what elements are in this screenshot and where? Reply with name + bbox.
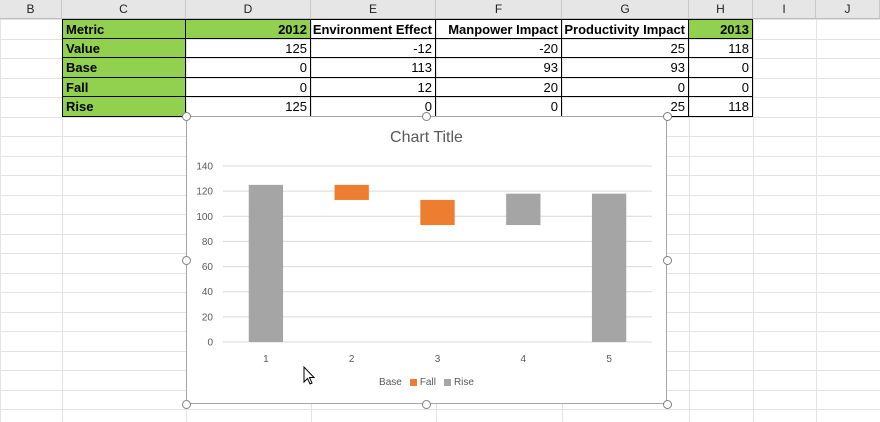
table-value-cell[interactable]: -20 (436, 39, 562, 58)
x-tick-label: 2 (349, 354, 355, 365)
resize-handle[interactable] (422, 399, 431, 409)
y-tick-label: 0 (207, 338, 213, 349)
resize-handle[interactable] (662, 111, 672, 121)
row-label-cell[interactable]: Value (62, 39, 186, 58)
legend-rise-swatch (443, 379, 451, 386)
row-label-cell[interactable]: Rise (62, 97, 186, 117)
table-value-cell[interactable]: 0 (186, 58, 311, 78)
mouse-pointer-icon (303, 366, 316, 385)
y-tick-label: 20 (202, 312, 214, 323)
column-header-b[interactable]: B (0, 0, 62, 19)
column-header-e[interactable]: E (311, 0, 436, 19)
column-header-c[interactable]: C (62, 0, 186, 19)
resize-handle[interactable] (181, 255, 191, 265)
x-tick-label: 4 (521, 354, 527, 365)
table-header-cell[interactable]: Environment Effect (311, 19, 436, 39)
y-tick-label: 120 (196, 187, 213, 198)
legend-fall-swatch (409, 379, 417, 386)
resize-handle[interactable] (181, 111, 191, 121)
x-tick-label: 5 (606, 354, 612, 365)
table-header-cell[interactable]: Metric (62, 19, 186, 39)
row-label-cell[interactable]: Fall (62, 78, 186, 97)
y-tick-label: 100 (196, 212, 213, 223)
y-tick-label: 80 (202, 237, 214, 248)
table-header-cell[interactable]: 2013 (689, 19, 753, 39)
table-value-cell[interactable]: 0 (562, 78, 689, 97)
bar-fall-2 (334, 184, 369, 200)
bar-fall-3 (420, 199, 455, 226)
y-tick-label: 60 (202, 262, 214, 273)
table-value-cell[interactable]: 118 (689, 97, 753, 117)
chart-title[interactable]: Chart Title (390, 129, 463, 146)
waterfall-chart[interactable]: Chart Title 0 20 40 60 80 100 120 140 1 2 3 4 5 Base… (186, 116, 667, 404)
chart-legend[interactable]: Base Fall Rise (187, 377, 666, 388)
x-tick-label: 1 (263, 354, 269, 365)
chart-plot-area: 0 20 40 60 80 100 120 140 1 2 3 4 5 (196, 162, 652, 365)
table-value-cell[interactable]: 113 (311, 58, 436, 78)
table-value-cell[interactable]: 93 (436, 58, 562, 78)
table-value-cell[interactable]: 0 (689, 78, 753, 97)
table-value-cell[interactable]: 93 (562, 58, 689, 78)
legend-rise: Rise (443, 377, 474, 388)
resize-handle[interactable] (662, 255, 672, 265)
column-header-g[interactable]: G (562, 0, 689, 19)
table-value-cell[interactable]: 125 (186, 97, 311, 117)
table-value-cell[interactable]: 25 (562, 39, 689, 58)
resize-handle[interactable] (422, 111, 431, 121)
bar-rise-1 (248, 184, 284, 342)
table-value-cell[interactable]: 0 (436, 97, 562, 117)
table-value-cell[interactable]: -12 (311, 39, 436, 58)
legend-base: Base (379, 377, 402, 388)
y-tick-label: 140 (196, 162, 213, 173)
y-tick-label: 40 (202, 287, 214, 298)
resize-handle[interactable] (662, 399, 672, 409)
column-header-f[interactable]: F (436, 0, 562, 19)
column-header-h[interactable]: H (689, 0, 753, 19)
table-header-cell[interactable]: Productivity Impact (562, 19, 689, 39)
bar-rise-4 (506, 193, 541, 226)
bar-rise-5 (591, 193, 627, 342)
resize-handle[interactable] (181, 399, 191, 409)
column-header-i[interactable]: I (753, 0, 816, 19)
table-value-cell[interactable]: 118 (689, 39, 753, 58)
table-value-cell[interactable]: 0 (689, 58, 753, 78)
table-value-cell[interactable]: 0 (186, 78, 311, 97)
x-tick-label: 3 (435, 354, 441, 365)
row-label-cell[interactable]: Base (62, 58, 186, 78)
table-value-cell[interactable]: 0 (311, 97, 436, 117)
table-value-cell[interactable]: 20 (436, 78, 562, 97)
table-header-cell[interactable]: Manpower Impact (436, 19, 562, 39)
legend-fall: Fall (409, 377, 436, 388)
table-value-cell[interactable]: 12 (311, 78, 436, 97)
table-value-cell[interactable]: 125 (186, 39, 311, 58)
table-header-cell[interactable]: 2012 (186, 19, 311, 39)
column-header-d[interactable]: D (186, 0, 311, 19)
